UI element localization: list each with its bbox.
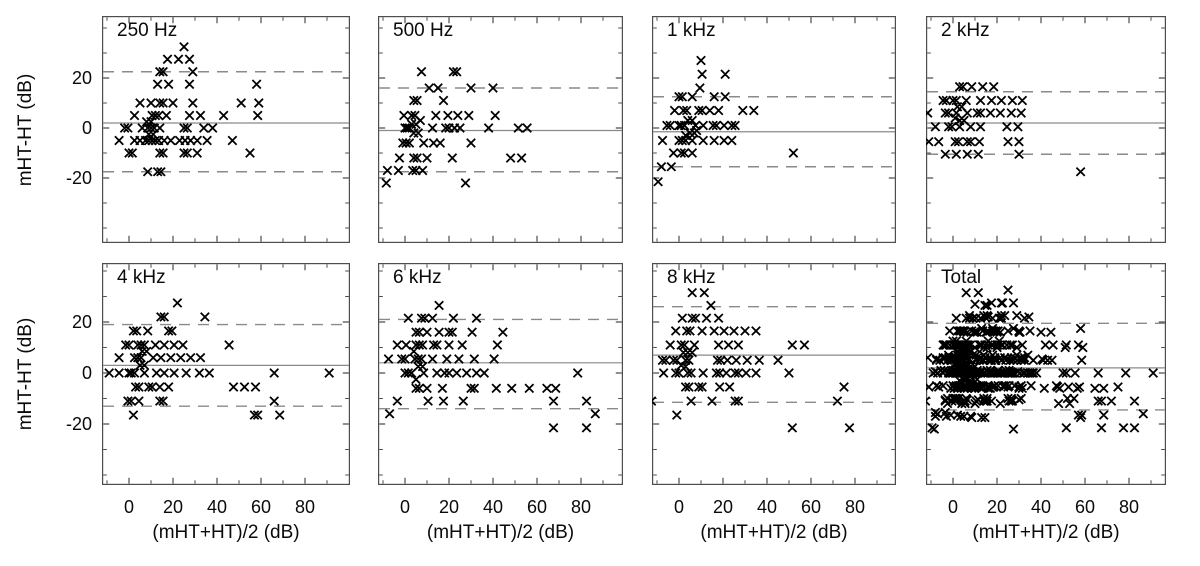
panel-2khz: 2 kHz: [926, 16, 1166, 243]
x-axis-label-col2: (mHT+HT)/2 (dB): [426, 522, 575, 543]
x-axis-label-col4: (mHT+HT)/2 (dB): [972, 522, 1120, 543]
x-axis-label-col1: (mHT+HT)/2 (dB): [152, 522, 300, 543]
y-tick-label: 20: [71, 68, 92, 88]
panel-title: 6 kHz: [393, 267, 442, 288]
x-tick-label: 60: [250, 497, 272, 517]
scatter-plot-2khz: [926, 16, 1166, 243]
y-tick-label: -20: [65, 168, 92, 188]
x-tick-label: 20: [986, 497, 1008, 517]
x-tick-label: 80: [294, 497, 316, 517]
y-axis-label-top-row: mHT-HT (dB): [15, 73, 36, 186]
y-tick-label: -20: [65, 414, 92, 434]
y-tick-label: 20: [71, 312, 92, 332]
y-axis-label-bottom-row: mHT-HT (dB): [15, 317, 36, 431]
x-tick-label: 60: [1074, 497, 1096, 517]
x-axis-label-col3: (mHT+HT)/2 (dB): [700, 522, 848, 543]
x-tick-label: 80: [844, 497, 866, 517]
x-tick-label: 0: [123, 497, 134, 517]
panel-title: 250 Hz: [117, 20, 178, 41]
x-tick-label: 0: [947, 497, 958, 517]
panel-title: 500 Hz: [393, 20, 454, 41]
x-tick-label: 60: [800, 497, 822, 517]
scatter-plot-total: [926, 263, 1166, 485]
panel-6khz: 6 kHz: [378, 263, 623, 485]
x-tick-label: 40: [206, 497, 228, 517]
scatter-plot-6khz: [378, 263, 623, 485]
x-tick-label: 40: [756, 497, 778, 517]
scatter-plot-4khz: [102, 263, 350, 485]
x-tick-label: 20: [712, 497, 734, 517]
scatter-plot-250hz: [102, 16, 350, 243]
scatter-plot-8khz: [652, 263, 896, 485]
y-tick-label: 0: [81, 363, 92, 383]
scatter-plot-1khz: [652, 16, 896, 243]
x-tick-label: 0: [399, 497, 410, 517]
panel-1khz: 1 kHz: [652, 16, 896, 243]
x-tick-label: 40: [482, 497, 504, 517]
x-tick-label: 60: [526, 497, 548, 517]
panel-4khz: 4 kHz: [102, 263, 350, 485]
x-tick-label: 80: [1118, 497, 1140, 517]
panel-8khz: 8 kHz: [652, 263, 896, 485]
scatter-plot-500hz: [378, 16, 623, 243]
x-tick-label: 80: [570, 497, 592, 517]
x-tick-label: 40: [1030, 497, 1052, 517]
panel-title: 1 kHz: [667, 20, 716, 41]
panel-500hz: 500 Hz: [378, 16, 623, 243]
panel-title: 8 kHz: [667, 267, 716, 288]
panel-title: 2 kHz: [941, 20, 990, 41]
x-tick-label: 0: [673, 497, 684, 517]
y-tick-label: 0: [81, 118, 92, 138]
panel-250hz: 250 Hz: [102, 16, 350, 243]
panel-title: 4 kHz: [117, 267, 166, 288]
x-tick-label: 20: [438, 497, 460, 517]
x-tick-label: 20: [162, 497, 184, 517]
panel-total: Total: [926, 263, 1166, 485]
panel-title: Total: [941, 267, 982, 288]
